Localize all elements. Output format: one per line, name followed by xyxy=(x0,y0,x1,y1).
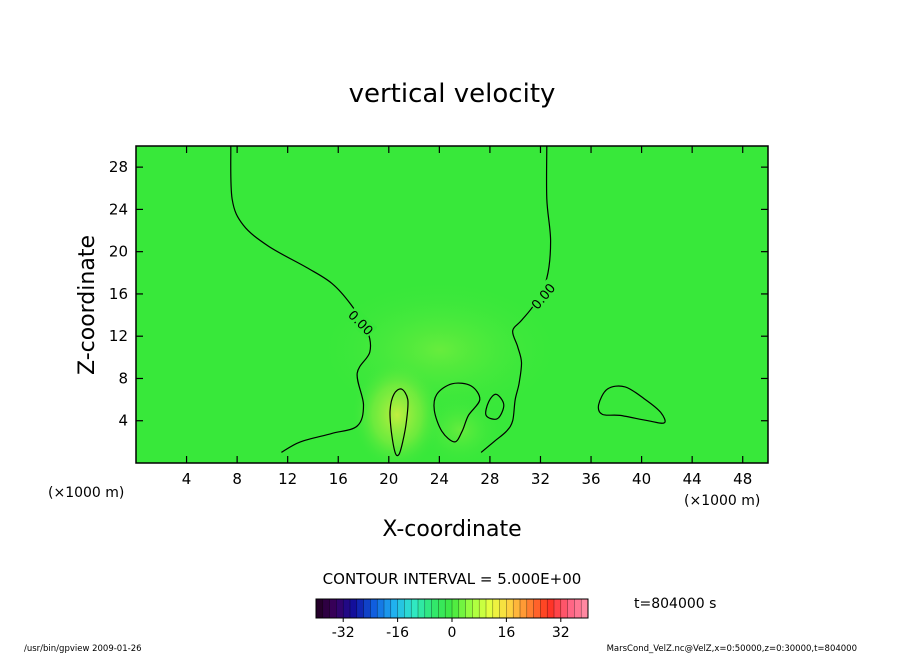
colorbar-cell xyxy=(574,599,582,618)
minor-hotspot xyxy=(420,395,500,463)
y-tick-label: 28 xyxy=(109,158,128,176)
x-tick-label: 28 xyxy=(480,470,499,488)
x-tick-label: 24 xyxy=(430,470,449,488)
colorbar-cell xyxy=(404,599,412,618)
colorbar-tick-label: 16 xyxy=(497,625,515,641)
colorbar-cell xyxy=(526,599,534,618)
colorbar-cell xyxy=(581,599,589,618)
x-axis-ticks: 4 8 12 16 20 24 28 32 36 40 44 48 xyxy=(182,146,752,488)
x-axis-label: X-coordinate xyxy=(382,517,521,542)
colorbar-cell xyxy=(554,599,562,618)
colorbar-cell xyxy=(322,599,330,618)
colorbar-cell xyxy=(486,599,494,618)
footer-left: /usr/bin/gpview 2009-01-26 xyxy=(24,644,142,654)
contour-interval-text: CONTOUR INTERVAL = 5.000E+00 xyxy=(323,570,582,588)
y-tick-label: 8 xyxy=(118,369,128,387)
colorbar-cell xyxy=(547,599,555,618)
colorbar-cell xyxy=(363,599,371,618)
field-shading xyxy=(320,280,560,463)
colorbar-cell xyxy=(533,599,541,618)
contour-label-bg xyxy=(527,279,559,313)
chart-title: vertical velocity xyxy=(349,79,556,109)
colorbar-cell xyxy=(452,599,460,618)
colorbar-cell xyxy=(316,599,324,618)
x-tick-label: 12 xyxy=(278,470,297,488)
colorbar-cell xyxy=(458,599,466,618)
x-tick-label: 16 xyxy=(329,470,348,488)
colorbar-cell xyxy=(492,599,500,618)
colorbar: -32 -16 0 16 32 xyxy=(315,598,589,641)
colorbar-cell xyxy=(384,599,392,618)
colorbar-tick-label: 32 xyxy=(552,625,570,641)
colorbar-cell xyxy=(431,599,439,618)
y-tick-label: 12 xyxy=(109,327,128,345)
colorbar-cell xyxy=(513,599,521,618)
updraft-hotspot xyxy=(352,360,442,463)
plot-area: 0.000.00 xyxy=(135,145,769,464)
contour-line xyxy=(597,385,666,424)
colorbar-cell xyxy=(390,599,398,618)
contour-line xyxy=(480,146,552,453)
colorbar-tick-label: 0 xyxy=(448,625,457,641)
colorbar-ticks: -32 -16 0 16 32 xyxy=(332,618,570,641)
contour-label-bg xyxy=(344,306,378,339)
x-tick-label: 32 xyxy=(531,470,550,488)
x-tick-label: 4 xyxy=(182,470,192,488)
y-tick-label: 4 xyxy=(118,412,128,430)
colorbar-cell xyxy=(350,599,358,618)
colorbar-cell xyxy=(343,599,351,618)
colorbar-cell xyxy=(465,599,473,618)
time-label: t=804000 s xyxy=(634,596,716,612)
colorbar-cell xyxy=(438,599,446,618)
y-axis-label: Z-coordinate xyxy=(75,235,100,375)
y-axis-ticks: 4 8 12 16 20 24 28 xyxy=(109,158,768,430)
colorbar-cell xyxy=(418,599,426,618)
contour-line xyxy=(433,382,481,443)
y-tick-label: 16 xyxy=(109,285,128,303)
footer-right: MarsCond_VelZ.nc@VelZ,x=0:50000,z=0:3000… xyxy=(607,644,857,654)
colorbar-cell xyxy=(397,599,405,618)
plot-frame xyxy=(135,145,769,464)
colorbar-cells xyxy=(315,599,589,618)
x-tick-label: 8 xyxy=(232,470,242,488)
x-tick-label: 20 xyxy=(379,470,398,488)
y-tick-label: 24 xyxy=(109,200,128,218)
colorbar-cell xyxy=(445,599,453,618)
x-tick-label: 36 xyxy=(581,470,600,488)
colorbar-cell xyxy=(424,599,432,618)
x-tick-label: 44 xyxy=(683,470,702,488)
colorbar-cell xyxy=(356,599,364,618)
x-tick-label: 40 xyxy=(632,470,651,488)
colorbar-cell xyxy=(567,599,575,618)
contour-line xyxy=(389,388,409,457)
colorbar-tick-label: -16 xyxy=(386,625,409,641)
colorbar-cell xyxy=(560,599,568,618)
y-tick-label: 20 xyxy=(109,243,128,261)
colorbar-cell xyxy=(336,599,344,618)
colorbar-cell xyxy=(472,599,480,618)
x-unit-label: (×1000 m) xyxy=(684,493,760,509)
colorbar-cell xyxy=(499,599,507,618)
colorbar-cell xyxy=(506,599,514,618)
colorbar-cell xyxy=(377,599,385,618)
colorbar-cell xyxy=(370,599,378,618)
x-tick-label: 48 xyxy=(733,470,752,488)
contour-line xyxy=(485,393,505,420)
colorbar-cell xyxy=(520,599,528,618)
colorbar-cell xyxy=(479,599,487,618)
y-unit-label: (×1000 m) xyxy=(48,485,124,501)
colorbar-tick-label: -32 xyxy=(332,625,355,641)
colorbar-cell xyxy=(540,599,548,618)
colorbar-cell xyxy=(411,599,419,618)
colorbar-cell xyxy=(329,599,337,618)
